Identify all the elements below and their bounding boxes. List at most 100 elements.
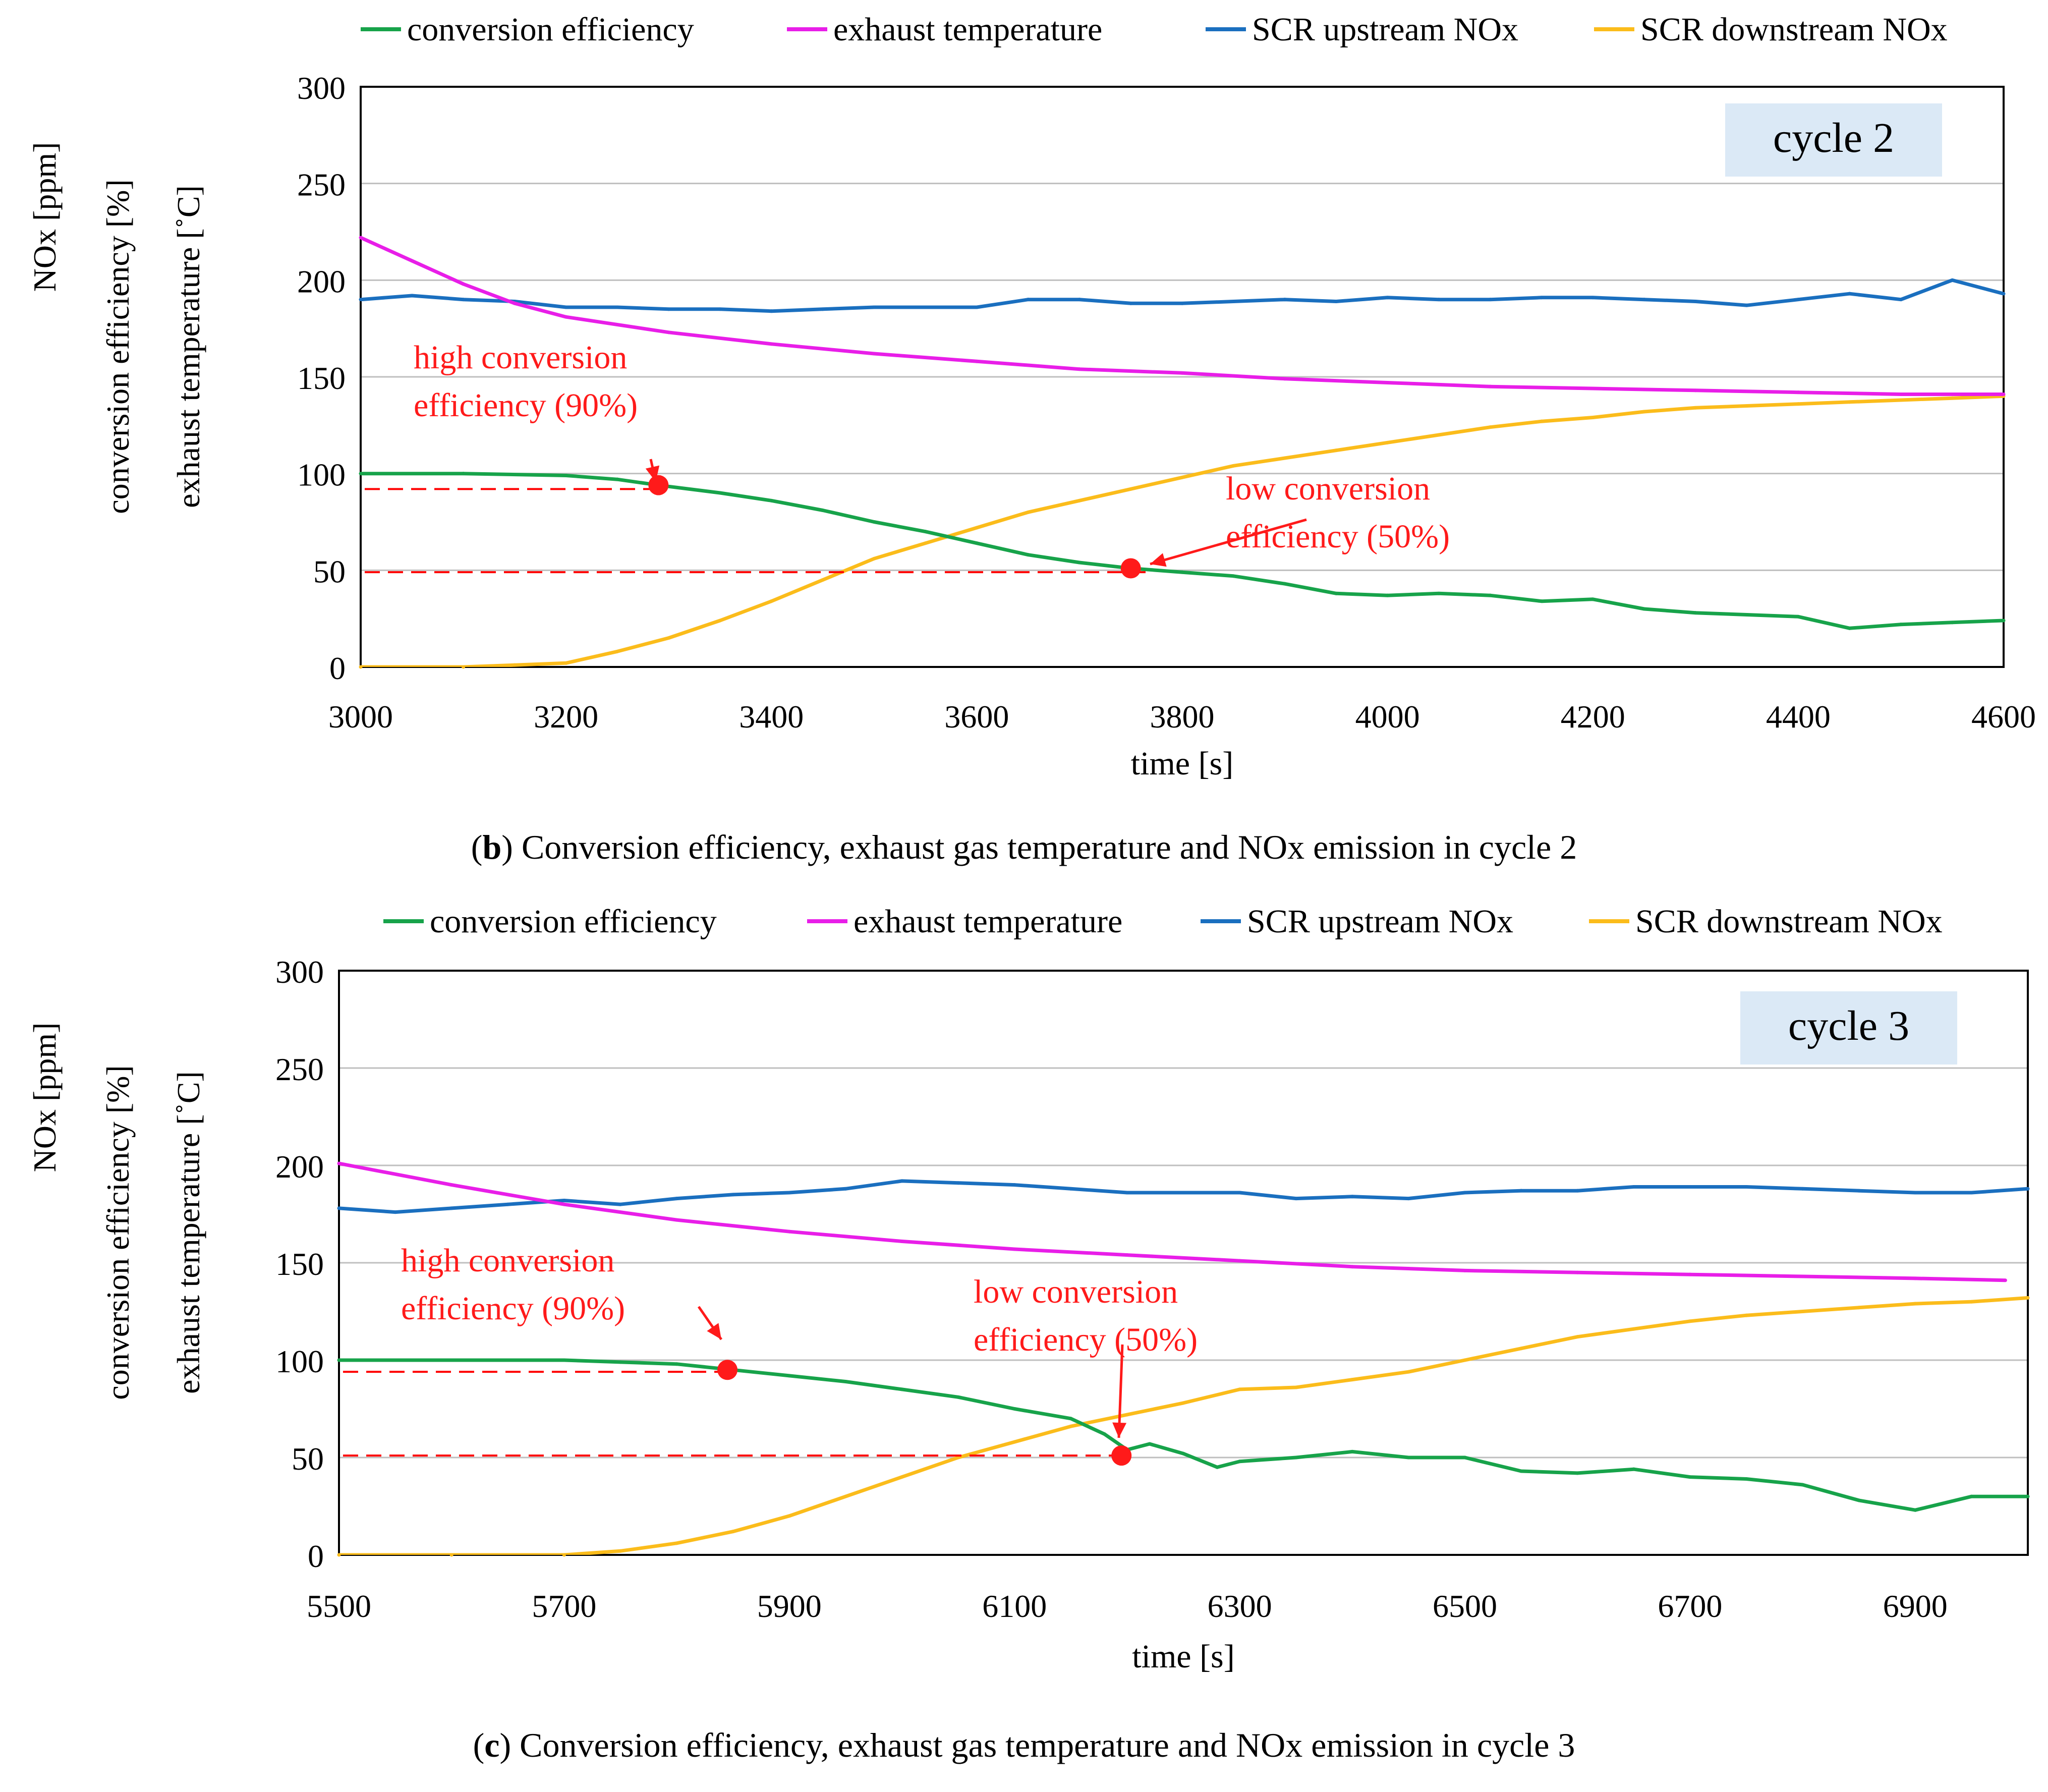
data-point-exhaust-temperature xyxy=(1591,386,1595,390)
data-point-scr-downstream-nox xyxy=(1238,1387,1242,1391)
data-point-scr-upstream-nox xyxy=(1129,301,1133,305)
data-point-scr-downstream-nox xyxy=(1632,1327,1636,1331)
data-point-conversion-efficiency xyxy=(1437,591,1441,595)
data-point-exhaust-temperature xyxy=(872,352,876,356)
x-tick-label-4400: 4400 xyxy=(1766,699,1831,735)
legend-label-exhaust-temperature: exhaust temperature xyxy=(833,11,1102,48)
data-point-conversion-efficiency xyxy=(718,491,722,495)
data-point-scr-upstream-nox xyxy=(506,1202,510,1206)
y-tick-label-300: 300 xyxy=(275,954,324,990)
x-tick-label-4200: 4200 xyxy=(1561,699,1625,735)
data-point-scr-downstream-nox xyxy=(1913,1302,1917,1306)
data-point-scr-upstream-nox xyxy=(449,1206,453,1210)
y-tick-label-50: 50 xyxy=(292,1441,324,1477)
data-point-conversion-efficiency xyxy=(1463,1455,1467,1460)
data-point-scr-downstream-nox xyxy=(1591,416,1595,419)
caption-cycle-2: (b) Conversion efficiency, exhaust gas t… xyxy=(471,828,1577,866)
data-point-exhaust-temperature xyxy=(975,359,979,363)
data-point-conversion-efficiency xyxy=(2002,619,2006,623)
data-point-scr-upstream-nox xyxy=(1181,1191,1185,1195)
data-point-conversion-efficiency xyxy=(769,498,773,502)
series-line-exhaust-temperature xyxy=(339,1161,2006,1282)
data-point-exhaust-temperature xyxy=(1463,1268,1467,1272)
caption-cycle-3: (c) Conversion efficiency, exhaust gas t… xyxy=(473,1726,1575,1764)
x-tick-label-6100: 6100 xyxy=(982,1588,1047,1624)
legend-label-scr-upstream-nox: SCR upstream NOx xyxy=(1252,11,1518,48)
data-point-scr-upstream-nox xyxy=(1294,1197,1298,1201)
data-point-scr-downstream-nox xyxy=(1519,1347,1523,1351)
data-point-scr-upstream-nox xyxy=(1693,300,1697,303)
data-point-scr-upstream-nox xyxy=(1231,300,1235,303)
legend-label-scr-downstream-nox: SCR downstream NOx xyxy=(1640,11,1948,48)
data-point-scr-upstream-nox xyxy=(1969,1191,1973,1195)
data-point-conversion-efficiency xyxy=(1899,623,1903,627)
data-point-scr-downstream-nox xyxy=(1180,475,1184,479)
data-point-scr-upstream-nox xyxy=(562,1198,566,1202)
data-point-scr-downstream-nox xyxy=(1129,487,1133,491)
data-point-exhaust-temperature xyxy=(1350,1265,1354,1269)
series-line-conversion-efficiency xyxy=(339,1358,2028,1512)
data-point-conversion-efficiency xyxy=(564,474,568,477)
plot-area-frame xyxy=(360,86,2005,668)
data-point-conversion-efficiency xyxy=(1688,1475,1692,1479)
data-point-conversion-efficiency xyxy=(1386,593,1390,597)
data-point-conversion-efficiency xyxy=(1026,553,1030,557)
data-point-conversion-efficiency xyxy=(337,1358,341,1362)
y-tick-label-200: 200 xyxy=(275,1149,324,1185)
annotation-text-high: efficiency (90%) xyxy=(401,1290,625,1327)
data-point-scr-downstream-nox xyxy=(1745,404,1749,408)
data-point-scr-upstream-nox xyxy=(821,307,825,311)
x-tick-label-3600: 3600 xyxy=(944,699,1009,735)
data-point-conversion-efficiency xyxy=(1077,561,1082,565)
data-point-scr-upstream-nox xyxy=(1745,303,1749,307)
data-point-scr-downstream-nox xyxy=(1642,410,1646,414)
data-point-conversion-efficiency xyxy=(1283,582,1287,586)
data-point-scr-downstream-nox xyxy=(337,1553,341,1557)
data-point-scr-upstream-nox xyxy=(1688,1185,1692,1189)
data-point-scr-downstream-nox xyxy=(615,649,619,653)
data-point-conversion-efficiency xyxy=(1857,1498,1861,1502)
x-tick-label-4000: 4000 xyxy=(1355,699,1420,735)
data-point-exhaust-temperature xyxy=(1238,1259,1242,1263)
data-point-scr-upstream-nox xyxy=(718,307,722,311)
data-point-conversion-efficiency xyxy=(1012,1407,1016,1411)
data-point-conversion-efficiency xyxy=(1215,1465,1219,1469)
data-point-scr-upstream-nox xyxy=(843,1187,847,1191)
data-point-exhaust-temperature xyxy=(1283,377,1287,381)
data-point-scr-upstream-nox xyxy=(2002,292,2006,296)
y-axis-title-2: conversion efficiency [%] xyxy=(100,179,136,514)
data-point-exhaust-temperature xyxy=(2002,393,2006,396)
y-axis-title-1: NOx [ppm] xyxy=(27,142,63,292)
data-point-scr-upstream-nox xyxy=(731,1193,735,1197)
data-point-scr-downstream-nox xyxy=(2026,1296,2030,1300)
cycle-label-box xyxy=(1725,103,1942,177)
data-point-scr-upstream-nox xyxy=(1642,298,1646,302)
data-point-exhaust-temperature xyxy=(787,1229,791,1234)
data-point-scr-upstream-nox xyxy=(667,307,671,311)
data-point-scr-upstream-nox xyxy=(1540,296,1544,300)
data-point-scr-downstream-nox xyxy=(449,1553,453,1557)
data-point-scr-upstream-nox xyxy=(787,1191,791,1195)
data-point-scr-downstream-nox xyxy=(1181,1401,1185,1405)
legend-label-conversion-efficiency: conversion efficiency xyxy=(407,11,694,48)
data-point-conversion-efficiency xyxy=(2026,1494,2030,1498)
data-point-conversion-efficiency xyxy=(1180,570,1184,574)
data-point-exhaust-temperature xyxy=(564,315,568,319)
data-point-conversion-efficiency xyxy=(1575,1471,1579,1475)
data-point-scr-downstream-nox xyxy=(1125,1413,1129,1417)
data-point-scr-upstream-nox xyxy=(1848,292,1852,296)
data-point-conversion-efficiency xyxy=(1334,591,1338,595)
data-point-scr-downstream-nox xyxy=(1437,433,1441,437)
data-point-conversion-efficiency xyxy=(872,520,876,524)
y-tick-label-150: 150 xyxy=(275,1246,324,1282)
data-point-scr-upstream-nox xyxy=(1012,1183,1016,1187)
data-point-scr-upstream-nox xyxy=(1632,1185,1636,1189)
data-point-scr-upstream-nox xyxy=(1125,1191,1129,1195)
data-point-scr-upstream-nox xyxy=(1238,1191,1242,1195)
data-point-conversion-efficiency xyxy=(975,541,979,545)
y-tick-label-50: 50 xyxy=(313,553,346,589)
annotation-arrowhead-high xyxy=(645,465,660,482)
y-axis-title-3: exhaust temperature [˚C] xyxy=(170,185,206,508)
annotation-marker-low xyxy=(1111,1445,1132,1466)
data-point-exhaust-temperature xyxy=(513,301,517,305)
